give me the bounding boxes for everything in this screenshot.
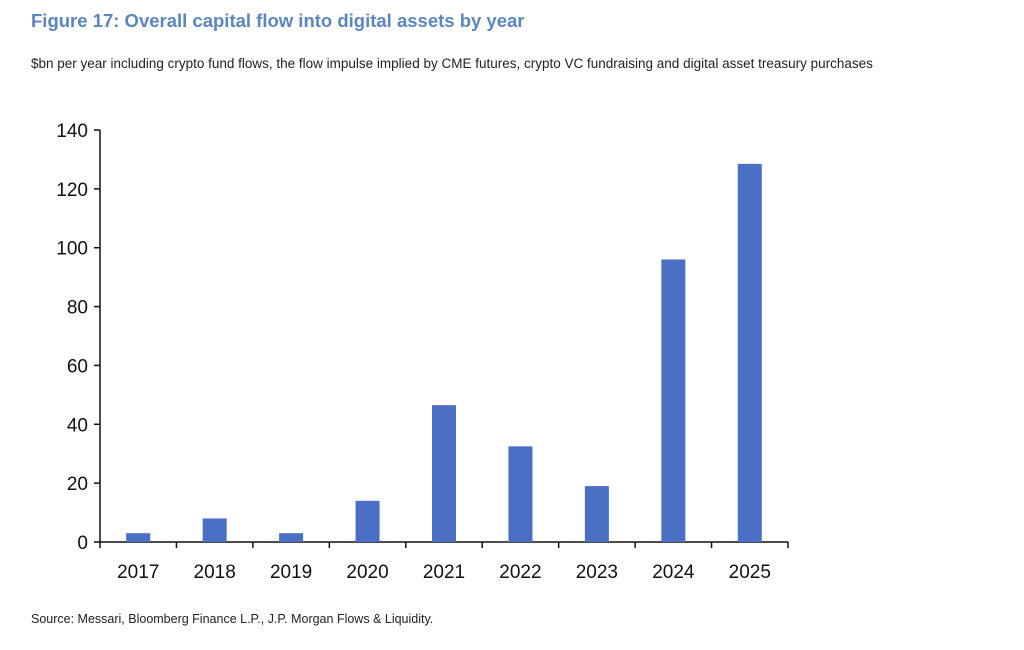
bar-2025: [738, 164, 762, 542]
x-tick-label: 2019: [270, 562, 312, 583]
y-tick-label: 120: [56, 180, 88, 201]
y-tick-label: 20: [67, 474, 88, 495]
bar-2022: [508, 446, 532, 542]
y-tick-label: 100: [56, 239, 88, 260]
y-tick-label: 0: [77, 533, 88, 554]
x-axis: 2017 2018 2019 2020 2021 2022 2023 2024 2025: [100, 542, 788, 583]
x-tick-label: 2018: [194, 562, 236, 583]
bars: [126, 164, 762, 542]
x-tick-label: 2025: [729, 562, 771, 583]
bar-2021: [432, 405, 456, 542]
bar-2018: [203, 518, 227, 542]
x-tick-label: 2024: [652, 562, 695, 583]
y-tick-label: 40: [67, 415, 88, 436]
y-tick-label: 60: [67, 356, 88, 377]
y-axis: 0 20 40 60 80 100 120 140: [56, 121, 100, 554]
bar-2017: [126, 533, 150, 542]
x-tick-label: 2022: [499, 562, 541, 583]
x-tick-label: 2021: [423, 562, 465, 583]
y-tick-label: 80: [67, 298, 88, 319]
bar-2023: [585, 486, 609, 542]
y-tick-label: 140: [56, 121, 88, 142]
x-tick-label: 2023: [576, 562, 618, 583]
bar-2019: [279, 533, 303, 542]
x-tick-label: 2017: [117, 562, 159, 583]
bar-2020: [356, 501, 380, 542]
bar-2024: [661, 259, 685, 542]
source-note: Source: Messari, Bloomberg Finance L.P.,…: [31, 612, 433, 626]
x-tick-label: 2020: [346, 562, 388, 583]
